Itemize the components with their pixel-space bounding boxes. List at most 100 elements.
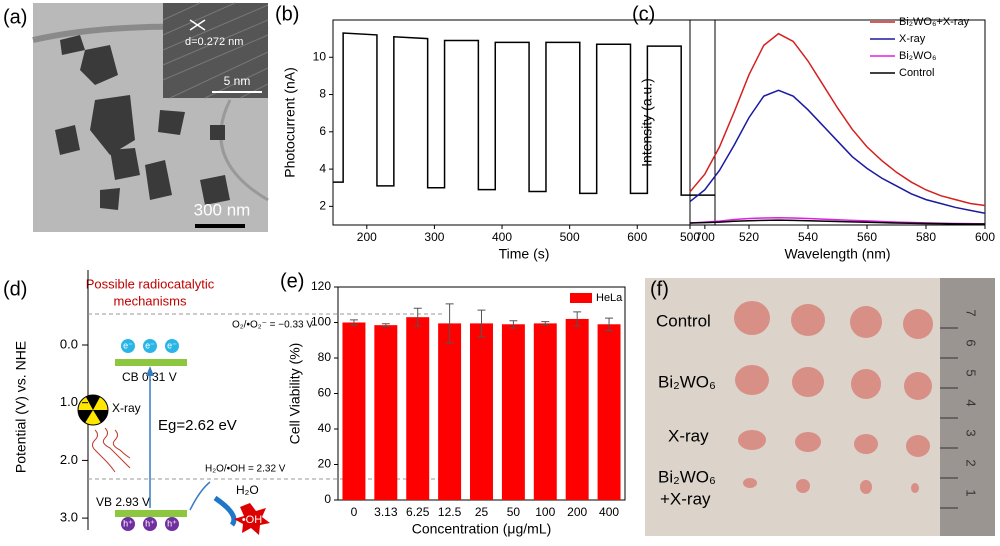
panel-label: (a) (3, 6, 27, 28)
bar (501, 324, 525, 500)
data-line (689, 32, 986, 207)
electrons: e⁻ e⁻ e⁻ (121, 339, 179, 353)
error-bar (509, 320, 518, 329)
radiation-icon (77, 395, 109, 423)
electron-text: e⁻ (145, 340, 155, 350)
x-axis-label: Concentration (μg/mL) (412, 521, 552, 537)
y-axis-label: Intensity (a.u.) (639, 78, 655, 167)
row-label: Control (656, 311, 711, 330)
xray-text: X-ray (112, 401, 141, 415)
error-bar (573, 311, 582, 327)
valence-band (115, 510, 187, 517)
y-tick-label: 0 (324, 492, 331, 506)
x-tick-label: 3.13 (374, 505, 398, 519)
diagram-title: Possible radiocatalytic (86, 276, 215, 291)
panel-label: (e) (280, 270, 304, 292)
electron-text: e⁻ (167, 340, 177, 350)
legend-text: Control (899, 67, 934, 79)
x-tick-label: 400 (492, 230, 512, 244)
x-tick-label: 500 (680, 230, 700, 244)
lattice-fringes (162, 2, 269, 99)
conduction-band (115, 359, 187, 366)
row-label: +X-ray (660, 489, 711, 508)
y-tick-label: 1.0 (60, 394, 78, 409)
radical-burst (234, 503, 270, 535)
x-tick-label: 300 (424, 230, 444, 244)
x-tick-label: 0 (351, 505, 358, 519)
y-tick-label: 10 (313, 49, 327, 63)
fringe-marker (189, 19, 206, 31)
ruler (940, 278, 995, 536)
row-label: X-ray (668, 426, 709, 445)
y-tick-label: 3.0 (60, 510, 78, 525)
plot-frame (689, 19, 986, 226)
y-axis-label: Photocurrent (nA) (282, 67, 298, 178)
holes: h⁺ h⁺ h⁺ (121, 517, 179, 531)
bar (470, 323, 493, 500)
y-tick-label: 20 (318, 457, 332, 471)
y-tick-label: 6 (319, 124, 326, 138)
y-tick-label: 100 (311, 315, 331, 329)
y-tick-label: 120 (311, 279, 331, 293)
arrow-head (146, 366, 154, 376)
bar (597, 324, 621, 500)
bar (406, 317, 430, 500)
y-tick-label: 4 (319, 161, 326, 175)
xray-waves (92, 427, 131, 473)
bar (374, 325, 398, 500)
lattice-spacing: d=0.272 nm (185, 36, 243, 48)
bar (438, 323, 462, 500)
panel-d: (d) Possible radiocatalytic mechanisms P… (3, 270, 445, 535)
y-tick-label: 2.0 (60, 452, 78, 467)
radical-text: •OH (242, 514, 262, 526)
panel-label: (b) (275, 3, 299, 25)
tumors (734, 301, 933, 494)
level-text: O₂/•O₂⁻ = −0.33 V (232, 320, 313, 331)
bar (565, 318, 589, 500)
legend-text: HeLa (596, 292, 623, 304)
hole-text: h⁺ (167, 518, 177, 528)
y-tick-label: 8 (319, 87, 326, 101)
x-tick-label: 200 (357, 230, 377, 244)
data-line (689, 219, 985, 225)
panel-f: (f) Control Bi₂WO₆ X-ray Bi₂WO₆ +X-ray (645, 278, 995, 536)
x-axis-label: Wavelength (nm) (784, 246, 890, 262)
x-tick-label: 25 (475, 505, 489, 519)
x-tick-label: 540 (798, 230, 818, 244)
x-tick-label: 520 (739, 230, 759, 244)
error-bar (413, 307, 422, 327)
row-label: Bi₂WO₆ (658, 467, 716, 486)
ruler-number: 6 (964, 339, 979, 346)
error-bar (541, 321, 550, 326)
ruler-number: 2 (964, 459, 979, 466)
hrtem-inset (163, 3, 268, 98)
axis-label: Potential (V) vs. NHE (13, 341, 29, 473)
y-tick-label: 0.0 (60, 336, 78, 351)
legend-text: X-ray (899, 33, 926, 45)
hole-text: h⁺ (145, 518, 155, 528)
electron-text: e⁻ (123, 340, 133, 350)
x-tick-label: 700 (695, 230, 715, 244)
hole-text: h⁺ (123, 518, 133, 528)
ruler-number: 3 (964, 429, 979, 436)
band-gap-text: Eg=2.62 eV (158, 417, 237, 434)
panel-label: (c) (632, 3, 655, 25)
x-tick-label: 560 (857, 230, 877, 244)
y-tick-label: 40 (318, 421, 332, 435)
scale-text: 300 nm (194, 200, 251, 219)
error-bar (477, 309, 486, 338)
x-tick-label: 100 (535, 505, 555, 519)
error-bar (349, 319, 358, 326)
bar (342, 322, 366, 500)
diagram-title: mechanisms (114, 293, 187, 308)
error-bar (381, 323, 390, 328)
x-tick-label: 500 (560, 230, 580, 244)
x-tick-label: 200 (567, 505, 587, 519)
row-label: Bi₂WO₆ (658, 372, 716, 391)
error-bar (605, 317, 614, 331)
legend-text: Bi₂WO₆+X-ray (899, 16, 970, 28)
data-line (689, 89, 986, 215)
oxidation-arrow (189, 481, 211, 511)
legend-swatch (570, 293, 592, 303)
